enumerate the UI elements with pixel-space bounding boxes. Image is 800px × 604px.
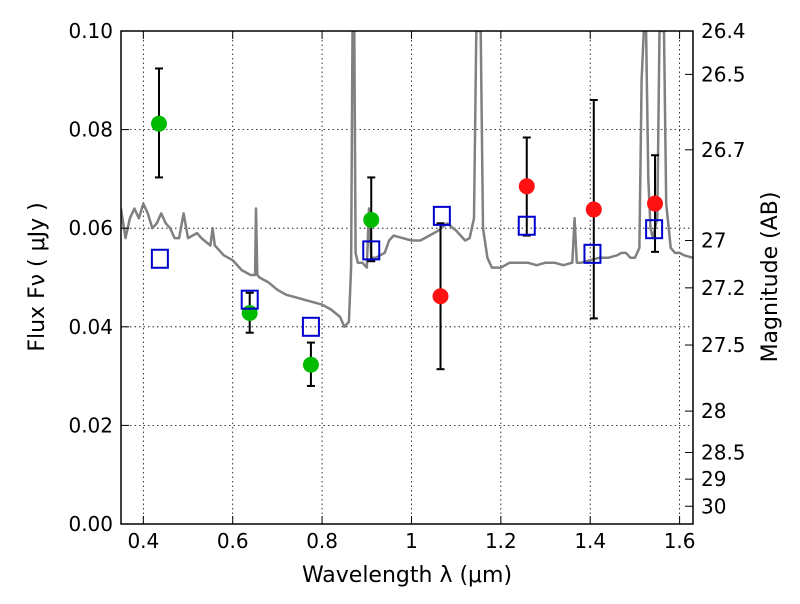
x-tick-label: 0.6 [217,529,249,553]
right-tick-label: 30 [701,494,726,518]
right-tick-label: 29 [701,467,726,491]
model-flux-marker [362,240,381,261]
y-tick-label: 0.02 [68,413,113,437]
photometry-point [363,211,380,228]
model-flux-marker [583,243,602,264]
photometry-point [647,195,664,212]
right-tick-label: 27 [701,229,726,253]
y-tick-label: 0.04 [68,315,113,339]
y-axis-label: Flux Fν ( μJy ) [25,202,50,351]
right-tick-label: 28.5 [701,441,746,465]
y-tick-label: 0.10 [68,19,113,43]
x-tick-label: 1.4 [574,529,606,553]
photometry-point [150,115,167,132]
model-flux-marker [432,205,451,226]
right-tick-label: 27.5 [701,333,746,357]
y-tick-label: 0.00 [68,512,113,536]
right-tick-label: 26.7 [701,138,746,162]
y-tick-label: 0.08 [68,118,113,142]
x-tick-label: 1.2 [485,529,517,553]
spectrum-layer [121,31,693,329]
model-flux-marker [645,219,664,240]
x-tick-label: 0.8 [306,529,338,553]
right-tick-label: 26.4 [701,19,746,43]
photometry-point [302,356,319,373]
right-tick-label: 28 [701,399,726,423]
marker-layer [150,67,664,387]
photometry-point [432,288,449,305]
right-tick-label: 26.5 [701,62,746,86]
photometry-point [585,201,602,218]
model-flux-marker [517,215,536,236]
model-flux-marker [240,289,259,310]
right-y-axis-label: Magnitude (AB) [758,192,783,363]
axis-layer: 0.4 0.6 0.8 1 1.2 1.4 1.6 0.00 0.02 0.04 0.06 0.08 0… [68,19,745,553]
x-tick-label: 1 [405,529,418,553]
x-tick-label: 1.6 [664,529,696,553]
y-tick-label: 0.06 [68,216,113,240]
photometry-point [241,304,258,321]
right-tick-label: 27.2 [701,276,746,300]
x-axis-label: Wavelength λ (μm) [302,563,512,588]
model-flux-marker [150,248,169,269]
plot-frame [120,30,694,525]
x-tick-label: 0.4 [127,529,159,553]
model-spectrum-line [121,31,693,329]
photometry-point [518,178,535,195]
model-flux-marker [301,316,320,337]
